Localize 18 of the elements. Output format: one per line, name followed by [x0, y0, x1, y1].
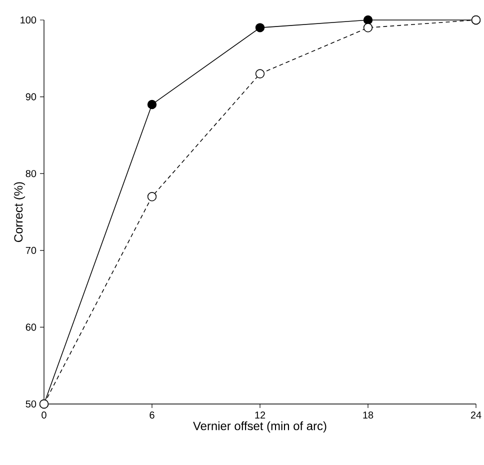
x-tick-label: 18: [363, 412, 374, 419]
x-tick-label: 12: [255, 412, 266, 418]
point: [363, 15, 373, 25]
y-tick-label: 80: [26, 170, 36, 178]
point: [255, 23, 265, 32]
x-tick-label: 0: [42, 412, 46, 419]
x-tick-label: 24: [470, 412, 482, 418]
point: [255, 69, 265, 78]
y-tick-label: 50: [26, 400, 36, 408]
y-axis-title: Correct (%): [14, 182, 26, 242]
point: [147, 192, 157, 202]
x-axis-title: Vernier offset (min of arc): [193, 421, 326, 433]
y-tick-label: 100: [20, 16, 36, 24]
x-tick-label: 6: [150, 412, 154, 419]
y-tick-label: 70: [26, 246, 36, 254]
point: [147, 100, 157, 110]
y-tick-label: 90: [26, 93, 36, 100]
y-tick-label: 60: [26, 324, 36, 331]
